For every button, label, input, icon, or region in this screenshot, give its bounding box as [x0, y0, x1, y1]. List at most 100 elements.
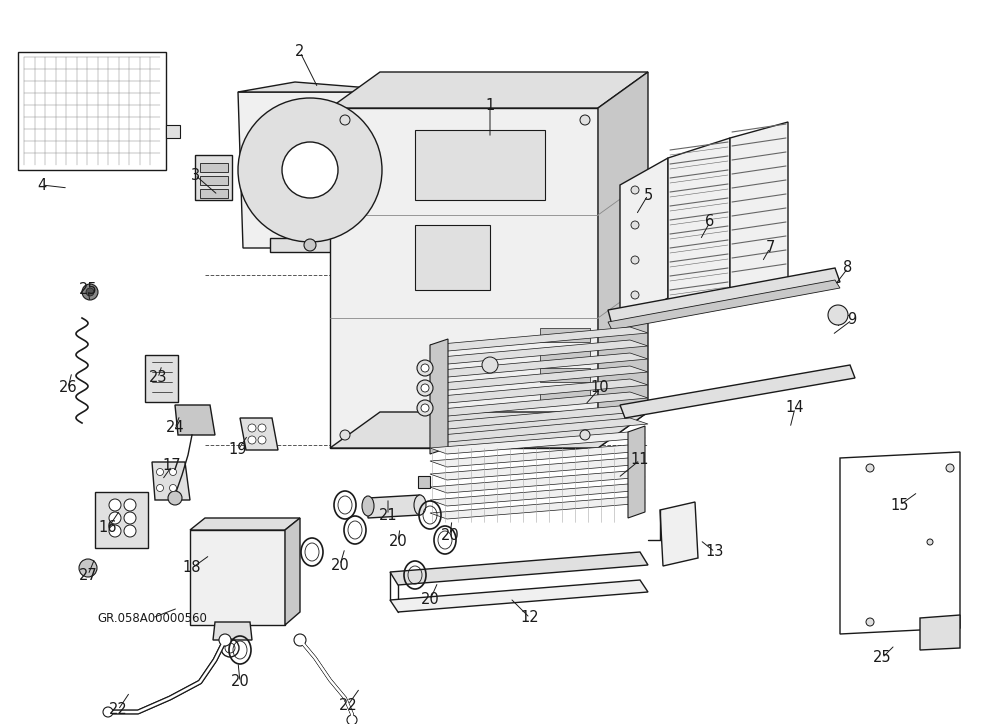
Text: 14: 14: [786, 400, 804, 416]
Polygon shape: [430, 458, 645, 480]
Polygon shape: [152, 462, 190, 500]
Text: 5: 5: [643, 188, 653, 203]
Text: 20: 20: [231, 675, 249, 689]
Text: 20: 20: [331, 557, 349, 573]
Polygon shape: [430, 484, 645, 506]
Circle shape: [124, 499, 136, 511]
Text: 25: 25: [873, 650, 891, 665]
Circle shape: [248, 436, 256, 444]
Polygon shape: [660, 502, 698, 566]
Circle shape: [258, 436, 266, 444]
Polygon shape: [430, 405, 648, 429]
Circle shape: [282, 142, 338, 198]
Polygon shape: [430, 418, 648, 442]
Text: 7: 7: [765, 240, 775, 256]
Polygon shape: [430, 353, 648, 377]
Polygon shape: [430, 339, 448, 454]
Polygon shape: [540, 328, 590, 342]
Polygon shape: [200, 163, 228, 172]
Polygon shape: [390, 580, 648, 612]
Polygon shape: [430, 471, 645, 493]
Circle shape: [294, 634, 306, 646]
Polygon shape: [540, 348, 590, 362]
Polygon shape: [920, 615, 960, 650]
Polygon shape: [620, 158, 668, 325]
Polygon shape: [415, 130, 545, 200]
Circle shape: [866, 464, 874, 472]
Circle shape: [580, 430, 590, 440]
Circle shape: [421, 404, 429, 412]
Polygon shape: [213, 622, 252, 640]
Text: 25: 25: [79, 282, 97, 298]
Text: 19: 19: [229, 442, 247, 458]
Text: 1: 1: [485, 98, 495, 112]
Circle shape: [631, 256, 639, 264]
Text: 11: 11: [631, 452, 649, 468]
Text: 12: 12: [521, 610, 539, 626]
Polygon shape: [295, 148, 330, 220]
Polygon shape: [190, 530, 285, 625]
Polygon shape: [430, 340, 648, 364]
Circle shape: [631, 186, 639, 194]
Circle shape: [156, 484, 164, 492]
Circle shape: [124, 512, 136, 524]
Text: 9: 9: [847, 313, 857, 327]
Ellipse shape: [362, 496, 374, 516]
Polygon shape: [430, 392, 648, 416]
Circle shape: [340, 115, 350, 125]
Polygon shape: [540, 368, 590, 382]
Polygon shape: [375, 125, 410, 148]
Polygon shape: [368, 495, 420, 518]
Polygon shape: [418, 476, 430, 488]
Text: 18: 18: [183, 560, 201, 576]
Polygon shape: [608, 280, 840, 330]
Polygon shape: [240, 418, 278, 450]
Circle shape: [927, 539, 933, 545]
Polygon shape: [840, 452, 960, 634]
Circle shape: [124, 525, 136, 537]
Circle shape: [946, 464, 954, 472]
Circle shape: [103, 707, 113, 717]
Circle shape: [109, 525, 121, 537]
Circle shape: [417, 380, 433, 396]
Polygon shape: [330, 412, 648, 448]
Circle shape: [219, 634, 231, 646]
Polygon shape: [430, 366, 648, 390]
Circle shape: [79, 559, 97, 577]
Polygon shape: [668, 138, 730, 315]
Text: 26: 26: [59, 381, 77, 395]
Polygon shape: [540, 388, 590, 402]
Text: 10: 10: [591, 381, 609, 395]
Circle shape: [304, 239, 316, 251]
Polygon shape: [430, 432, 645, 454]
Circle shape: [168, 491, 182, 505]
Polygon shape: [95, 492, 148, 548]
Text: 17: 17: [163, 458, 181, 473]
Polygon shape: [430, 379, 648, 403]
Polygon shape: [270, 238, 350, 252]
Circle shape: [421, 364, 429, 372]
Text: 20: 20: [421, 592, 439, 607]
Circle shape: [156, 468, 164, 476]
Circle shape: [631, 291, 639, 299]
Circle shape: [417, 400, 433, 416]
Text: 15: 15: [891, 497, 909, 513]
Polygon shape: [145, 355, 178, 402]
Text: 13: 13: [706, 544, 724, 560]
Polygon shape: [608, 268, 840, 325]
Circle shape: [340, 430, 350, 440]
Polygon shape: [598, 72, 648, 448]
Text: 3: 3: [190, 167, 200, 182]
Circle shape: [248, 424, 256, 432]
Circle shape: [170, 468, 176, 476]
Text: 6: 6: [705, 214, 715, 230]
Circle shape: [417, 360, 433, 376]
Polygon shape: [238, 92, 380, 248]
Text: 8: 8: [843, 261, 853, 276]
Circle shape: [109, 499, 121, 511]
Circle shape: [866, 618, 874, 626]
Polygon shape: [195, 155, 232, 200]
Circle shape: [170, 484, 176, 492]
Text: 27: 27: [79, 568, 97, 583]
Circle shape: [828, 305, 848, 325]
